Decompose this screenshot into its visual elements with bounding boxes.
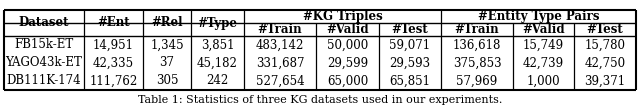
Text: 29,599: 29,599 bbox=[327, 56, 368, 70]
Text: 242: 242 bbox=[206, 75, 228, 87]
Text: #Test: #Test bbox=[587, 23, 623, 36]
Text: 57,969: 57,969 bbox=[456, 75, 498, 87]
Text: #Train: #Train bbox=[454, 23, 499, 36]
Text: 375,853: 375,853 bbox=[452, 56, 501, 70]
Text: 50,000: 50,000 bbox=[327, 38, 368, 52]
Text: #Type: #Type bbox=[198, 17, 237, 29]
Text: 483,142: 483,142 bbox=[256, 38, 304, 52]
Text: #Train: #Train bbox=[258, 23, 302, 36]
Text: 1,345: 1,345 bbox=[150, 38, 184, 52]
Text: 305: 305 bbox=[156, 75, 179, 87]
Text: #Valid: #Valid bbox=[522, 23, 565, 36]
Text: 45,182: 45,182 bbox=[197, 56, 238, 70]
Text: #Test: #Test bbox=[392, 23, 428, 36]
Text: 37: 37 bbox=[159, 56, 175, 70]
Text: 527,654: 527,654 bbox=[256, 75, 304, 87]
Text: 14,951: 14,951 bbox=[93, 38, 134, 52]
Text: 65,000: 65,000 bbox=[327, 75, 368, 87]
Text: #Valid: #Valid bbox=[326, 23, 369, 36]
Text: 42,335: 42,335 bbox=[93, 56, 134, 70]
Text: 42,739: 42,739 bbox=[523, 56, 564, 70]
Text: 1,000: 1,000 bbox=[527, 75, 560, 87]
Text: 29,593: 29,593 bbox=[389, 56, 431, 70]
Text: #Rel: #Rel bbox=[151, 17, 183, 29]
Text: 3,851: 3,851 bbox=[201, 38, 234, 52]
Text: 65,851: 65,851 bbox=[390, 75, 431, 87]
Text: YAGO43k-ET: YAGO43k-ET bbox=[6, 56, 83, 70]
Text: FB15k-ET: FB15k-ET bbox=[14, 38, 74, 52]
Text: DB111K-174: DB111K-174 bbox=[6, 75, 81, 87]
Text: 59,071: 59,071 bbox=[389, 38, 431, 52]
Text: #Entity Type Pairs: #Entity Type Pairs bbox=[477, 10, 599, 23]
Text: 15,749: 15,749 bbox=[523, 38, 564, 52]
Text: 331,687: 331,687 bbox=[256, 56, 304, 70]
Text: #KG Triples: #KG Triples bbox=[303, 10, 382, 23]
Text: 111,762: 111,762 bbox=[90, 75, 138, 87]
Text: #Ent: #Ent bbox=[97, 17, 130, 29]
Text: 136,618: 136,618 bbox=[453, 38, 501, 52]
Text: 15,780: 15,780 bbox=[584, 38, 625, 52]
Text: Dataset: Dataset bbox=[19, 17, 69, 29]
Text: Table 1: Statistics of three KG datasets used in our experiments.: Table 1: Statistics of three KG datasets… bbox=[138, 95, 502, 105]
Text: 39,371: 39,371 bbox=[584, 75, 625, 87]
Text: 42,750: 42,750 bbox=[584, 56, 625, 70]
